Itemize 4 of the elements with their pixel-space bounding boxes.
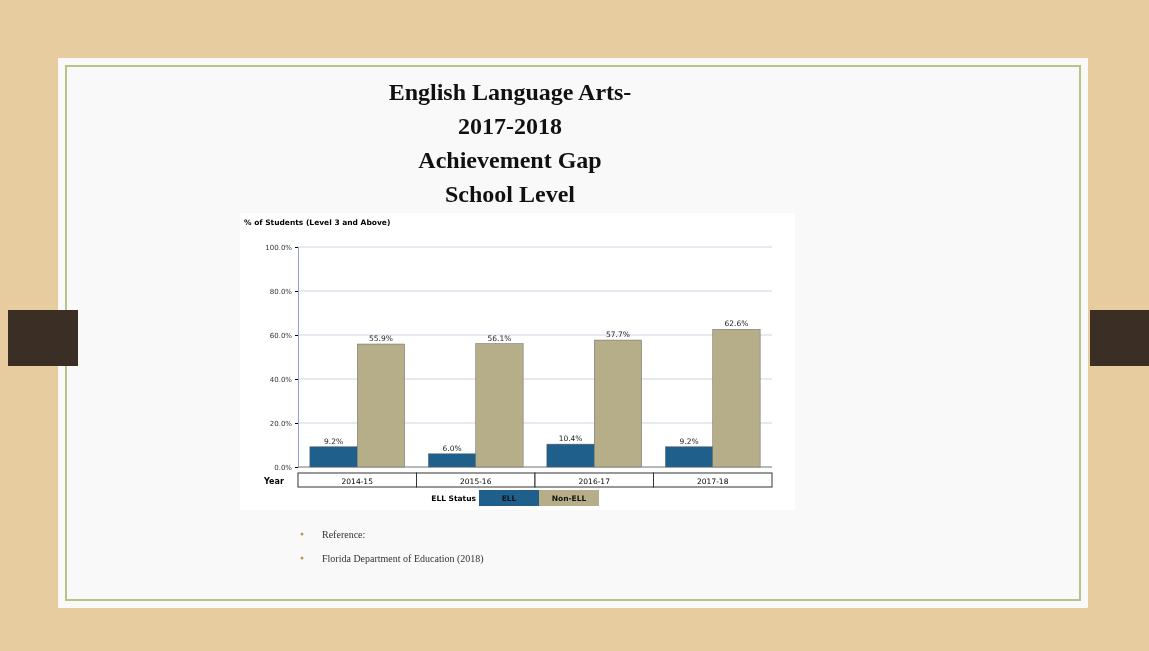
text: Reference: [322, 529, 366, 540]
chart-title: English Language Arts- 2017-2018 Achievement Gap School Level [388, 79, 632, 207]
x-axis-title: Year [263, 477, 284, 486]
text: Florida Department of Education (2018) [322, 553, 484, 565]
